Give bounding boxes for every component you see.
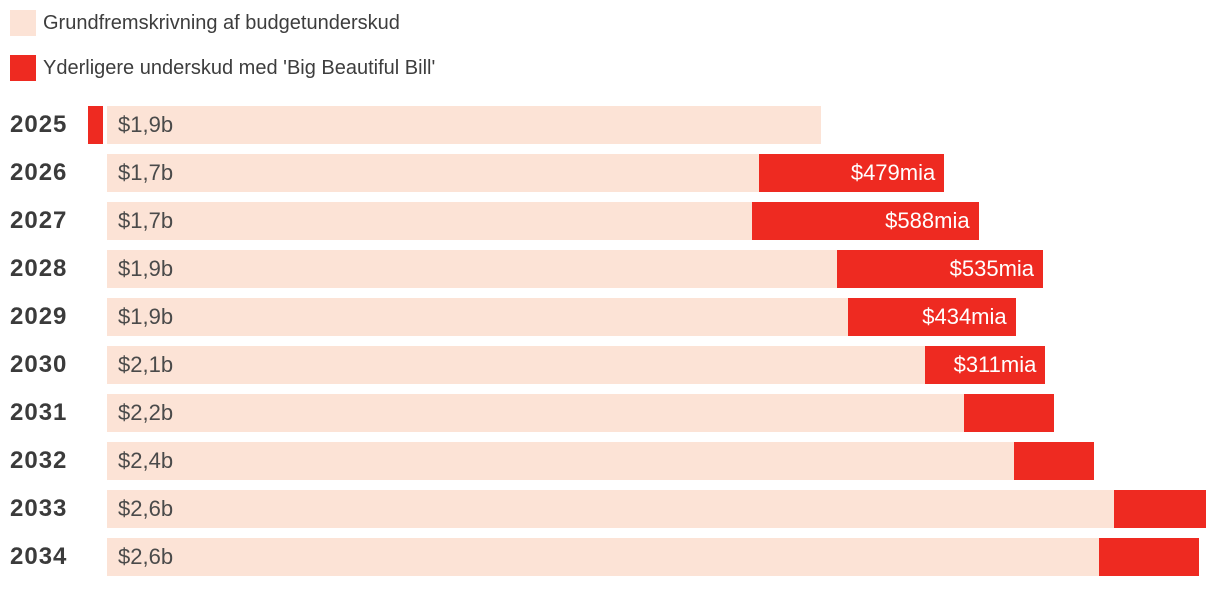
chart-row: 2031 $2,2b [0, 394, 1220, 432]
additional-deficit-bar: $588mia [751, 202, 979, 240]
chart-row: 2029 $1,9b $434mia [0, 298, 1220, 336]
bar-group: $1,9b $535mia [107, 250, 1220, 288]
year-label: 2028 [10, 255, 68, 282]
baseline-deficit-bar: $2,2b [107, 394, 964, 432]
year-label: 2032 [10, 447, 68, 474]
baseline-bar-value-label: $1,9b [118, 112, 174, 137]
additional-bar-value-label: $479mia [850, 160, 936, 185]
chart-row: 2027 $1,7b $588mia [0, 202, 1220, 240]
baseline-deficit-bar: $1,7b [107, 154, 760, 192]
bar-group: $1,7b $479mia [107, 154, 1220, 192]
baseline-bar-value-label: $1,9b [118, 256, 174, 281]
chart-row: 2034 $2,6b [0, 538, 1220, 576]
baseline-deficit-bar: $1,9b [107, 250, 837, 288]
baseline-deficit-bar: $2,4b [107, 442, 1015, 480]
legend-item-baseline: Grundfremskrivning af budgetunderskud [10, 10, 1220, 36]
legend-item-additional: Yderligere underskud med 'Big Beautiful … [10, 55, 1220, 81]
year-label: 2025 [10, 111, 68, 138]
chart-row: 2032 $2,4b [0, 442, 1220, 480]
baseline-bar-value-label: $1,9b [118, 304, 174, 329]
baseline-bar-value-label: $1,7b [118, 208, 174, 233]
baseline-deficit-bar: $2,6b [107, 538, 1100, 576]
baseline-bar-value-label: $2,2b [118, 400, 174, 425]
bar-group: $2,6b [107, 490, 1220, 528]
baseline-bar-value-label: $2,6b [118, 544, 174, 569]
baseline-bar-value-label: $1,7b [118, 160, 174, 185]
chart-row: 2033 $2,6b [0, 490, 1220, 528]
bar-group: $1,7b $588mia [107, 202, 1220, 240]
year-label: 2030 [10, 351, 68, 378]
additional-bar-value-label: $311mia [953, 352, 1037, 377]
additional-deficit-bar: $311mia [925, 346, 1046, 384]
additional-deficit-bar: $434mia [848, 298, 1016, 336]
additional-bar-value-label: $434mia [922, 304, 1007, 329]
additional-bar-value-label: $535mia [949, 256, 1035, 281]
baseline-deficit-bar: $1,9b [107, 106, 822, 144]
additional-bar-value-label: $588mia [885, 208, 970, 233]
baseline-bar-value-label: $2,6b [118, 496, 174, 521]
additional-deficit-bar [87, 106, 103, 144]
bar-group: $1,9b [87, 106, 1220, 144]
legend: Grundfremskrivning af budgetunderskud Yd… [0, 0, 1220, 81]
additional-deficit-bar [963, 394, 1054, 432]
bar-group: $2,6b [107, 538, 1220, 576]
additional-deficit-bar [1099, 538, 1199, 576]
baseline-deficit-bar: $1,9b [107, 298, 849, 336]
year-label: 2034 [10, 543, 68, 570]
baseline-bar-value-label: $2,1b [118, 352, 174, 377]
chart-row: 2030 $2,1b $311mia [0, 346, 1220, 384]
bar-group: $2,4b [107, 442, 1220, 480]
additional-deficit-bar [1114, 490, 1206, 528]
year-label: 2033 [10, 495, 68, 522]
year-label: 2026 [10, 159, 68, 186]
bar-group: $2,2b [107, 394, 1220, 432]
chart-row: 2025 $1,9b [0, 106, 1220, 144]
legend-label-additional: Yderligere underskud med 'Big Beautiful … [43, 56, 436, 79]
bar-rows: 2025 $1,9b 2026 $1,7b $479mia 2027 $1,7b $588mi… [0, 106, 1220, 576]
baseline-bar-value-label: $2,4b [118, 448, 174, 473]
chart-row: 2026 $1,7b $479mia [0, 154, 1220, 192]
bar-group: $1,9b $434mia [107, 298, 1220, 336]
additional-swatch-icon [10, 55, 36, 81]
additional-deficit-bar: $479mia [759, 154, 945, 192]
additional-deficit-bar [1014, 442, 1094, 480]
bar-group: $2,1b $311mia [107, 346, 1220, 384]
chart-row: 2028 $1,9b $535mia [0, 250, 1220, 288]
baseline-deficit-bar: $1,7b [107, 202, 752, 240]
year-label: 2029 [10, 303, 68, 330]
additional-deficit-bar: $535mia [836, 250, 1044, 288]
baseline-deficit-bar: $2,6b [107, 490, 1115, 528]
baseline-deficit-bar: $2,1b [107, 346, 926, 384]
year-label: 2031 [10, 399, 68, 426]
baseline-swatch-icon [10, 10, 36, 36]
year-label: 2027 [10, 207, 68, 234]
legend-label-baseline: Grundfremskrivning af budgetunderskud [43, 11, 400, 34]
